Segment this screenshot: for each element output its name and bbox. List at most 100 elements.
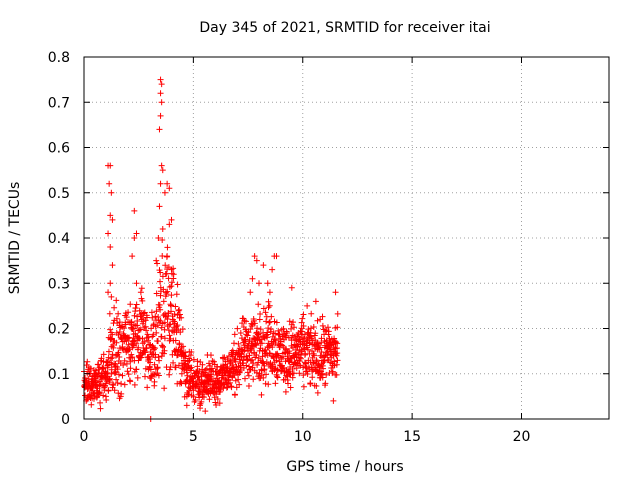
data-point bbox=[170, 271, 177, 278]
data-point bbox=[244, 332, 251, 339]
data-point bbox=[175, 362, 182, 369]
data-point bbox=[255, 330, 262, 337]
data-point bbox=[273, 253, 280, 260]
data-point bbox=[186, 357, 193, 364]
data-point bbox=[144, 331, 151, 338]
data-point bbox=[286, 318, 293, 325]
data-point bbox=[330, 397, 337, 404]
data-point bbox=[155, 372, 162, 379]
data-point bbox=[203, 365, 210, 372]
data-point bbox=[126, 346, 133, 353]
data-point bbox=[178, 370, 185, 377]
data-point bbox=[131, 381, 138, 388]
data-point bbox=[200, 383, 207, 390]
data-point bbox=[175, 307, 182, 314]
data-point bbox=[229, 361, 236, 368]
data-point bbox=[168, 302, 175, 309]
data-point bbox=[262, 346, 269, 353]
data-point bbox=[155, 235, 162, 241]
data-point bbox=[311, 352, 318, 359]
data-point bbox=[133, 301, 140, 308]
data-point bbox=[158, 81, 165, 88]
data-point bbox=[312, 298, 319, 305]
data-point bbox=[154, 364, 161, 371]
x-tick-label: 5 bbox=[189, 429, 198, 445]
data-point bbox=[149, 351, 156, 358]
data-point bbox=[127, 365, 134, 372]
data-point bbox=[225, 377, 232, 384]
data-point bbox=[224, 356, 231, 363]
data-point bbox=[123, 338, 130, 345]
data-point bbox=[249, 356, 256, 363]
data-point bbox=[202, 408, 209, 415]
data-point bbox=[235, 376, 242, 383]
data-point bbox=[164, 253, 171, 260]
data-point bbox=[170, 359, 177, 366]
data-point bbox=[155, 313, 162, 320]
data-point bbox=[164, 180, 171, 187]
data-point bbox=[142, 373, 149, 380]
data-point bbox=[157, 180, 164, 187]
data-point bbox=[249, 364, 256, 371]
data-point bbox=[242, 375, 249, 382]
data-point bbox=[153, 257, 160, 264]
data-point bbox=[248, 338, 255, 345]
data-point bbox=[153, 329, 160, 336]
data-point bbox=[157, 76, 164, 83]
data-point bbox=[221, 354, 228, 361]
axis-ticks: 0 0.1 0.2 0.3 0.4 0.5 0.6 0.7 0.8 0 5 10 15 20 bbox=[48, 50, 609, 445]
data-point bbox=[258, 336, 265, 343]
data-point bbox=[177, 329, 184, 336]
data-point bbox=[134, 374, 141, 381]
data-point bbox=[121, 381, 128, 388]
data-point bbox=[160, 344, 167, 351]
data-point bbox=[142, 365, 149, 372]
data-point bbox=[128, 324, 135, 331]
data-point bbox=[255, 301, 262, 308]
data-point bbox=[127, 301, 134, 308]
data-point bbox=[116, 354, 123, 361]
data-point bbox=[295, 351, 302, 358]
data-point bbox=[314, 317, 321, 324]
data-point bbox=[257, 326, 264, 333]
data-point bbox=[176, 311, 183, 318]
data-point bbox=[250, 360, 257, 367]
data-point bbox=[154, 260, 161, 267]
data-point bbox=[250, 317, 257, 324]
data-point bbox=[199, 361, 206, 368]
data-point bbox=[172, 337, 179, 344]
data-point bbox=[272, 380, 279, 387]
data-point bbox=[321, 357, 328, 364]
data-point bbox=[324, 324, 331, 331]
data-point bbox=[121, 325, 128, 332]
x-axis-label: GPS time / hours bbox=[286, 459, 403, 475]
data-point bbox=[304, 302, 311, 309]
data-point bbox=[235, 340, 242, 347]
data-point bbox=[283, 334, 290, 341]
data-point bbox=[116, 328, 123, 335]
data-point bbox=[138, 285, 145, 292]
data-point bbox=[139, 297, 146, 304]
data-point bbox=[310, 324, 317, 331]
data-point bbox=[168, 266, 175, 273]
data-point bbox=[253, 257, 260, 264]
data-point bbox=[159, 225, 166, 232]
data-point bbox=[334, 310, 341, 317]
data-point bbox=[231, 340, 238, 347]
data-point bbox=[166, 332, 173, 339]
data-point bbox=[252, 354, 259, 361]
data-point bbox=[156, 126, 163, 133]
y-tick-label: 0.8 bbox=[48, 50, 70, 66]
data-point bbox=[105, 230, 112, 237]
data-point bbox=[294, 344, 301, 351]
data-point bbox=[123, 360, 130, 367]
y-tick-label: 0 bbox=[61, 412, 70, 428]
data-point bbox=[248, 322, 255, 329]
data-point bbox=[164, 244, 171, 251]
data-point bbox=[289, 344, 296, 351]
data-point bbox=[126, 334, 133, 341]
data-point bbox=[107, 244, 114, 251]
data-point bbox=[188, 349, 195, 356]
data-point bbox=[255, 331, 262, 338]
data-point bbox=[155, 338, 162, 345]
